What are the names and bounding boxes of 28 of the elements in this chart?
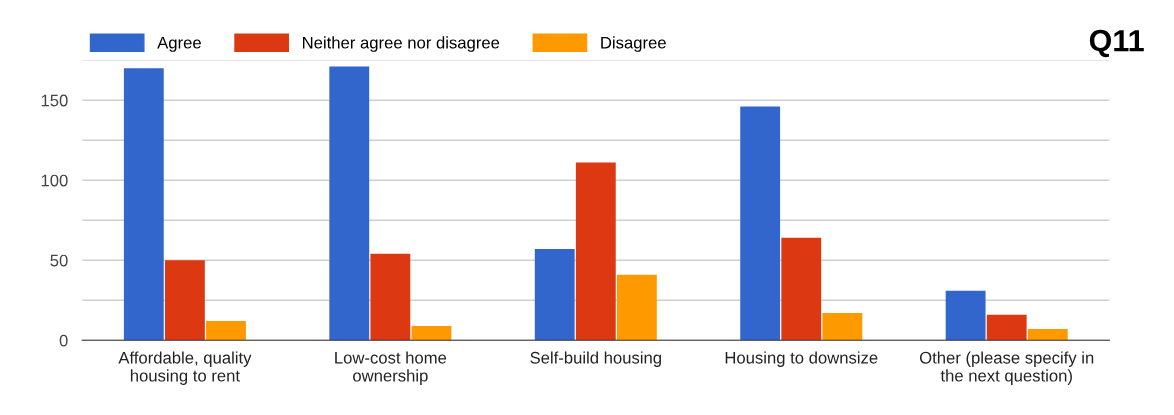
bar [945,290,986,341]
bar [164,260,205,341]
bar [329,66,370,341]
x-tick-label: Housing to downsize [725,351,878,367]
y-tick-label: 100 [41,174,68,187]
chart-title: Q11 [1089,29,1144,58]
y-tick-label: 0 [59,334,68,347]
x-tick-label: Affordable, quality housing to rent [118,351,252,385]
bar [616,274,657,341]
bar [534,249,575,341]
legend-label: Disagree [601,36,666,52]
bar [740,106,781,341]
bar [986,314,1027,341]
y-tick-label: 150 [41,94,68,107]
legend-label: Neither agree nor disagree [303,36,500,52]
x-tick-label: Low-cost home ownership [335,351,447,385]
y-tick-label: 50 [50,254,68,267]
bar [206,321,246,341]
bar [822,313,863,341]
x-tick-label: Self-build housing [530,351,661,367]
bar [370,253,411,341]
x-tick-label: Other (please specify in the next question) [919,351,1094,385]
bar [411,325,452,341]
bar [575,162,616,341]
bar [781,237,822,341]
legend-label: Agree [157,36,201,52]
bar [123,68,164,341]
bar [1027,329,1068,341]
